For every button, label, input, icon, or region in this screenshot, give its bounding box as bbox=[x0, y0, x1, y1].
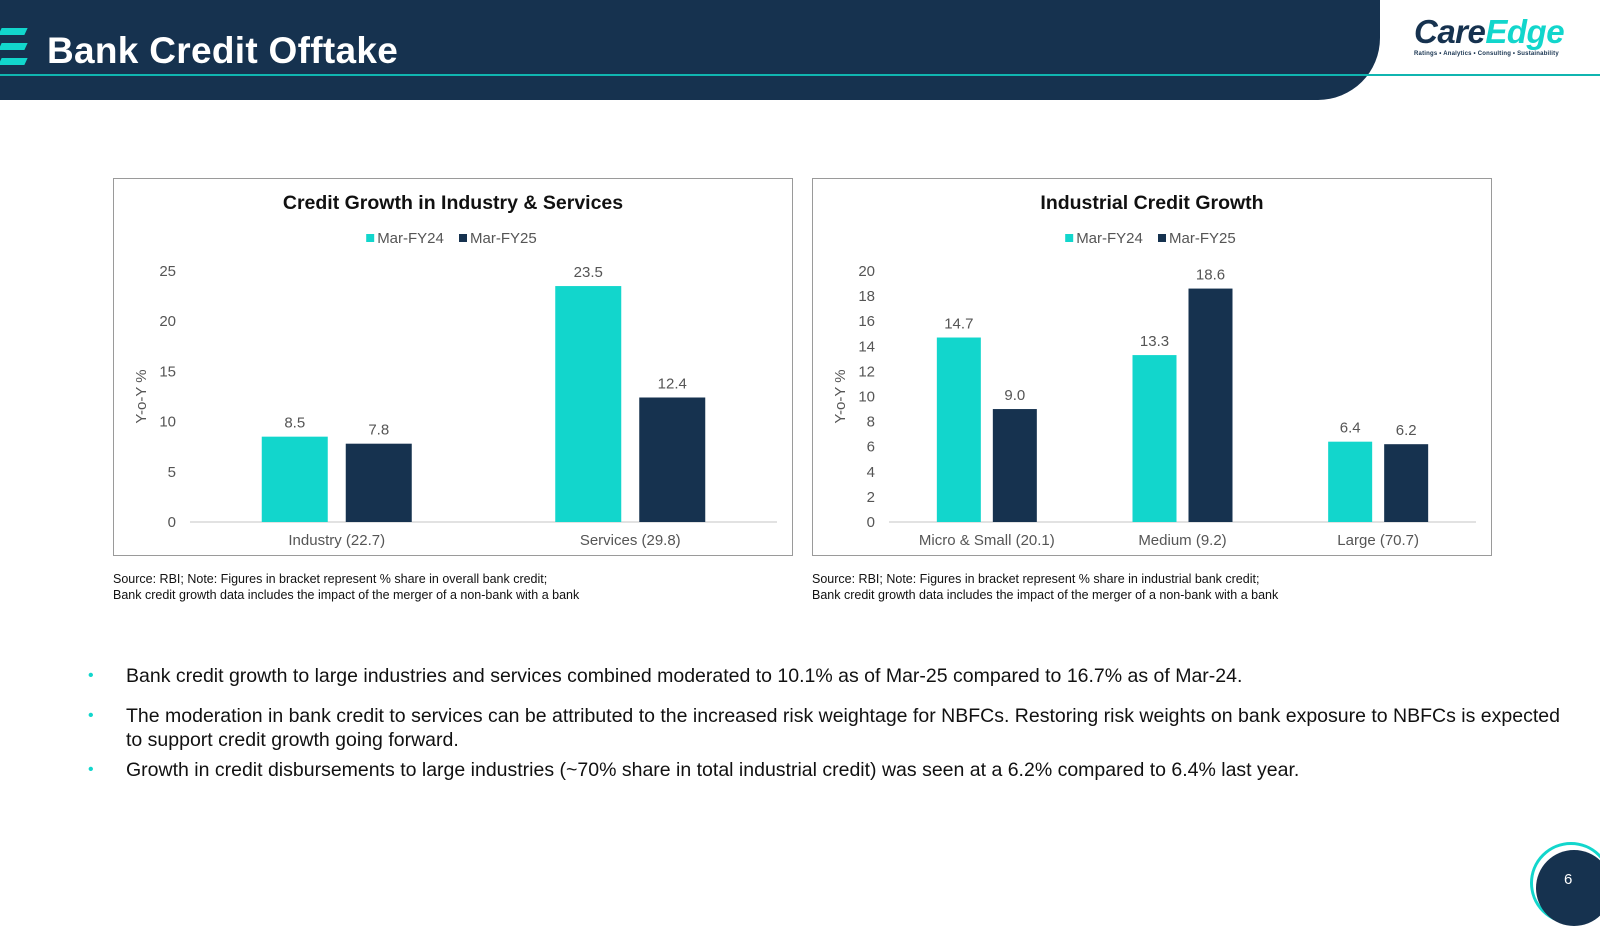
source-note-line: Source: RBI; Note: Figures in bracket re… bbox=[812, 572, 1260, 586]
bar-fy24 bbox=[261, 436, 328, 522]
bar-fy25 bbox=[992, 409, 1037, 522]
bullet-text: The moderation in bank credit to service… bbox=[126, 705, 1560, 751]
bullet-item: • Bank credit growth to large industries … bbox=[86, 664, 1566, 688]
x-tick-label: Micro & Small (20.1) bbox=[919, 532, 1055, 549]
bullet-dot-icon: • bbox=[88, 667, 94, 684]
bar-fy24 bbox=[555, 286, 622, 522]
source-note-left: Source: RBI; Note: Figures in bracket re… bbox=[113, 571, 813, 603]
data-label: 8.5 bbox=[284, 415, 305, 432]
data-label: 14.7 bbox=[944, 316, 973, 333]
y-tick-label: 4 bbox=[867, 464, 875, 481]
header-stripes-icon bbox=[0, 28, 28, 73]
y-tick-label: 16 bbox=[858, 313, 875, 330]
bar-fy24 bbox=[936, 337, 981, 522]
legend-swatch-1 bbox=[459, 234, 467, 242]
y-tick-label: 20 bbox=[858, 263, 875, 280]
y-tick-label: 0 bbox=[867, 514, 875, 531]
chart-svg-left: Credit Growth in Industry & Services Mar-… bbox=[133, 192, 777, 549]
careedge-logo: CareEdge Ratings • Analytics • Consultin… bbox=[1414, 14, 1574, 64]
bar-fy25 bbox=[639, 397, 706, 522]
bullet-text: Growth in credit disbursements to large … bbox=[126, 759, 1300, 781]
y-tick-label: 15 bbox=[159, 363, 176, 380]
bullet-text: Bank credit growth to large industries a… bbox=[126, 665, 1243, 687]
legend-label-0: Mar-FY24 bbox=[1076, 230, 1143, 247]
legend-swatch-0 bbox=[1065, 234, 1074, 242]
x-tick-label: Services (29.8) bbox=[580, 532, 681, 549]
bullet-dot-icon: • bbox=[88, 761, 94, 778]
header-bar bbox=[0, 0, 1380, 100]
legend-swatch-1 bbox=[1158, 234, 1166, 242]
bullet-dot-icon: • bbox=[88, 707, 94, 724]
y-tick-label: 14 bbox=[858, 338, 875, 355]
bullet-item: • Growth in credit disbursements to large… bbox=[86, 758, 1566, 782]
x-tick-label: Industry (22.7) bbox=[288, 532, 385, 549]
logo-tagline: Ratings • Analytics • Consulting • Susta… bbox=[1414, 51, 1559, 57]
y-axis-title: Y-o-Y % bbox=[832, 369, 849, 423]
x-tick-label: Large (70.7) bbox=[1337, 532, 1419, 549]
y-tick-label: 25 bbox=[159, 263, 176, 280]
bullet-list: • Bank credit growth to large industries … bbox=[86, 664, 1566, 782]
data-label: 9.0 bbox=[1004, 387, 1025, 404]
page-number: 6 bbox=[1564, 871, 1573, 888]
y-tick-label: 8 bbox=[867, 414, 875, 431]
data-label: 7.8 bbox=[368, 422, 389, 439]
data-label: 23.5 bbox=[574, 264, 603, 281]
bar-fy25 bbox=[1188, 288, 1233, 522]
header-accent-line bbox=[0, 74, 1600, 76]
chart-svg-right: Industrial Credit Growth Mar-FY24 Mar-FY25… bbox=[832, 192, 1476, 549]
chart-title: Industrial Credit Growth bbox=[1040, 192, 1263, 214]
legend-label-1: Mar-FY25 bbox=[470, 230, 537, 247]
data-label: 6.4 bbox=[1340, 420, 1361, 437]
bar-fy25 bbox=[345, 443, 412, 522]
source-note-right: Source: RBI; Note: Figures in bracket re… bbox=[812, 571, 1512, 603]
legend-label-1: Mar-FY25 bbox=[1169, 230, 1236, 247]
chart-title: Credit Growth in Industry & Services bbox=[283, 192, 623, 214]
page-title: Bank Credit Offtake bbox=[47, 30, 399, 71]
y-tick-label: 18 bbox=[858, 288, 875, 305]
data-label: 18.6 bbox=[1196, 267, 1225, 284]
legend-swatch-0 bbox=[366, 234, 375, 242]
legend-label-0: Mar-FY24 bbox=[377, 230, 444, 247]
y-tick-label: 20 bbox=[159, 313, 176, 330]
source-note-line: Bank credit growth data includes the imp… bbox=[113, 588, 580, 602]
bar-fy24 bbox=[1328, 441, 1373, 522]
data-label: 13.3 bbox=[1140, 333, 1169, 350]
y-tick-label: 0 bbox=[168, 514, 176, 531]
source-note-line: Bank credit growth data includes the imp… bbox=[812, 588, 1279, 602]
chart-credit-growth-industry-services: Credit Growth in Industry & Services Mar-… bbox=[113, 178, 793, 556]
y-tick-label: 10 bbox=[159, 414, 176, 431]
y-axis-title: Y-o-Y % bbox=[133, 369, 150, 423]
data-label: 6.2 bbox=[1396, 422, 1417, 439]
x-tick-label: Medium (9.2) bbox=[1138, 532, 1226, 549]
source-note-line: Source: RBI; Note: Figures in bracket re… bbox=[113, 572, 548, 586]
data-label: 12.4 bbox=[658, 376, 687, 393]
logo-edge-text: Edge bbox=[1485, 13, 1565, 50]
bar-fy24 bbox=[1132, 355, 1177, 522]
y-tick-label: 5 bbox=[168, 464, 176, 481]
y-tick-label: 2 bbox=[867, 489, 875, 506]
y-tick-label: 10 bbox=[858, 389, 875, 406]
chart-industrial-credit-growth: Industrial Credit Growth Mar-FY24 Mar-FY25… bbox=[812, 178, 1492, 556]
y-tick-label: 6 bbox=[867, 439, 875, 456]
y-tick-label: 12 bbox=[858, 363, 875, 380]
bullet-item: • The moderation in bank credit to servic… bbox=[86, 704, 1566, 752]
logo-care-text: Care bbox=[1414, 13, 1486, 50]
bar-fy25 bbox=[1384, 444, 1429, 522]
